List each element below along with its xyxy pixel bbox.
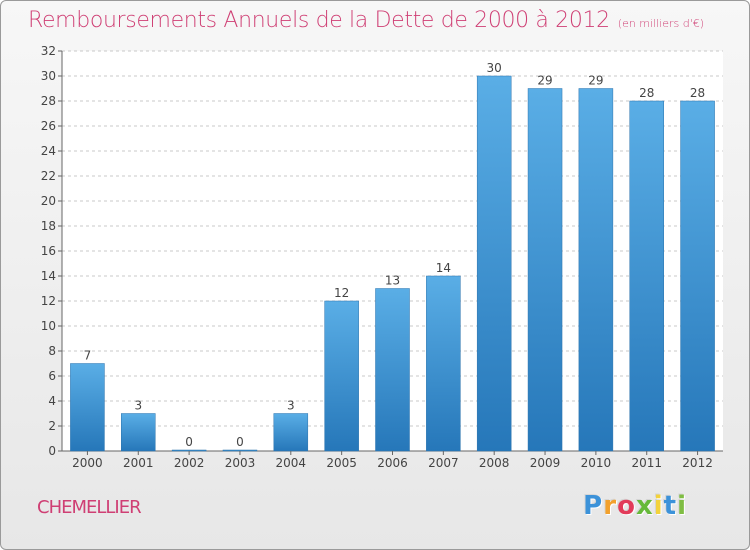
y-tick-label: 32 <box>41 44 56 58</box>
bar <box>629 100 664 452</box>
y-tick-label: 6 <box>48 369 56 383</box>
y-tick-label: 8 <box>48 344 56 358</box>
brand-letter-o: o <box>617 491 636 521</box>
brand-letter-r: r <box>603 491 618 521</box>
x-tick-label: 2010 <box>581 456 612 470</box>
bar <box>121 413 156 452</box>
data-label: 13 <box>385 274 400 288</box>
data-label: 29 <box>588 74 603 88</box>
y-tick-label: 28 <box>41 94 56 108</box>
brand-letter-t: t <box>663 491 678 521</box>
commune-name: CHEMELLIER <box>37 497 142 518</box>
chart-subtitle: (en milliers d'€) <box>617 17 705 30</box>
brand-letter-i: i <box>653 491 664 521</box>
y-tick-label: 30 <box>41 69 56 83</box>
bar <box>273 413 309 452</box>
bar <box>476 75 512 452</box>
bar <box>375 288 410 452</box>
x-tick-label: 2002 <box>174 456 205 470</box>
x-tick-label: 2004 <box>276 456 307 470</box>
data-label: 0 <box>185 435 193 449</box>
y-tick-label: 24 <box>41 144 56 158</box>
bar <box>578 88 614 452</box>
data-label: 30 <box>487 61 502 75</box>
data-label: 14 <box>436 261 451 275</box>
data-label: 3 <box>287 399 295 413</box>
data-label: 28 <box>690 86 705 100</box>
data-label: 3 <box>134 399 142 413</box>
x-tick-label: 2012 <box>682 456 713 470</box>
x-tick-label: 2003 <box>225 456 256 470</box>
data-label: 0 <box>236 435 244 449</box>
y-tick-label: 2 <box>48 419 56 433</box>
y-tick-label: 26 <box>41 119 56 133</box>
y-tick-label: 14 <box>41 269 56 283</box>
bar <box>527 88 563 452</box>
y-tick-label: 4 <box>48 394 56 408</box>
proxiti-logo: Proxiti <box>583 491 687 521</box>
bar <box>222 449 258 452</box>
data-label: 29 <box>537 74 552 88</box>
data-label: 12 <box>334 286 349 300</box>
x-tick-label: 2001 <box>123 456 154 470</box>
x-tick-label: 2011 <box>631 456 662 470</box>
chart-title: Remboursements Annuels de la Dette de 20… <box>28 8 704 33</box>
y-tick-label: 22 <box>41 169 56 183</box>
y-tick-label: 12 <box>41 294 56 308</box>
x-tick-label: 2006 <box>377 456 408 470</box>
data-label: 7 <box>84 349 92 363</box>
y-tick-label: 0 <box>48 444 56 458</box>
x-tick-label: 2000 <box>72 456 103 470</box>
x-tick-label: 2008 <box>479 456 510 470</box>
y-tick-label: 16 <box>41 244 56 258</box>
x-tick-label: 2007 <box>428 456 459 470</box>
y-tick-label: 20 <box>41 194 56 208</box>
brand-letter-i2: i <box>677 491 687 521</box>
x-tick-label: 2009 <box>530 456 561 470</box>
brand-letter-p: P <box>583 491 604 521</box>
x-tick-label: 2005 <box>326 456 357 470</box>
bar <box>426 275 461 452</box>
data-label: 28 <box>639 86 654 100</box>
bar <box>70 363 105 452</box>
brand-letter-x: x <box>635 491 654 521</box>
bar <box>324 300 359 452</box>
y-tick-label: 10 <box>41 319 56 333</box>
chart-title-text: Remboursements Annuels de la Dette de 20… <box>28 8 610 33</box>
bar <box>171 449 207 452</box>
bar <box>680 100 715 452</box>
y-tick-label: 18 <box>41 219 56 233</box>
